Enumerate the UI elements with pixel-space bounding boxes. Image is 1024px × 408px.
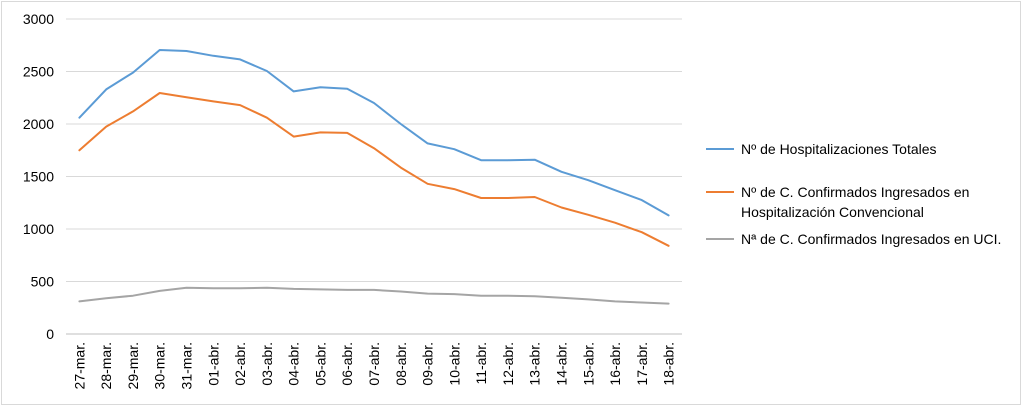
x-tick-label: 14-abr.	[553, 342, 569, 386]
series-line-2	[78, 92, 670, 247]
legend-label: Nº de C. Confirmados Ingresados en	[741, 184, 969, 200]
series-lines	[78, 49, 670, 305]
x-tick-label: 28-mar.	[98, 342, 114, 389]
y-axis-ticks: 0 500 1000 1500 2000 2500 3000	[23, 11, 54, 342]
x-tick-label: 15-abr.	[580, 342, 596, 386]
x-tick-label: 07-abr.	[366, 342, 382, 386]
x-tick-label: 11-abr.	[473, 342, 489, 385]
series-line-1	[78, 49, 670, 217]
x-tick-label: 13-abr.	[527, 342, 543, 386]
x-tick-label: 31-mar.	[179, 342, 195, 389]
y-tick-label: 1500	[23, 169, 54, 185]
x-tick-label: 01-abr.	[205, 342, 221, 386]
y-tick-label: 0	[46, 326, 54, 342]
x-tick-label: 04-abr.	[286, 342, 302, 386]
y-tick-label: 2000	[23, 116, 54, 132]
y-tick-label: 1000	[23, 221, 54, 237]
legend-label: Hospitalización Convencional	[741, 204, 924, 220]
x-tick-label: 06-abr.	[339, 342, 355, 386]
x-tick-label: 29-mar.	[125, 342, 141, 389]
x-tick-label: 12-abr.	[500, 342, 516, 386]
y-tick-label: 2500	[23, 64, 54, 80]
x-tick-label: 09-abr.	[420, 342, 436, 386]
series-line-3	[78, 286, 670, 305]
legend-label: Nº de Hospitalizaciones Totales	[741, 141, 937, 157]
x-tick-label: 16-abr.	[607, 342, 623, 386]
x-tick-label: 03-abr.	[259, 342, 275, 386]
x-tick-label: 02-abr.	[232, 342, 248, 386]
x-tick-label: 30-mar.	[152, 342, 168, 389]
legend: Nº de Hospitalizaciones Totales Nº de C. …	[706, 141, 1001, 247]
y-tick-label: 500	[31, 274, 55, 290]
legend-label: Nª de C. Confirmados Ingresados en UCI.	[741, 231, 1001, 247]
x-tick-label: 08-abr.	[393, 342, 409, 386]
x-tick-label: 27-mar.	[71, 342, 87, 389]
y-tick-label: 3000	[23, 11, 54, 27]
x-axis-ticks: 27-mar. 28-mar. 29-mar. 30-mar. 31-mar. 01-ab…	[71, 342, 676, 389]
gridlines	[66, 18, 682, 282]
x-tick-label: 17-abr.	[634, 342, 650, 386]
x-tick-label: 10-abr.	[446, 342, 462, 386]
x-tick-label: 18-abr.	[661, 342, 677, 386]
x-tick-label: 05-abr.	[312, 342, 328, 386]
